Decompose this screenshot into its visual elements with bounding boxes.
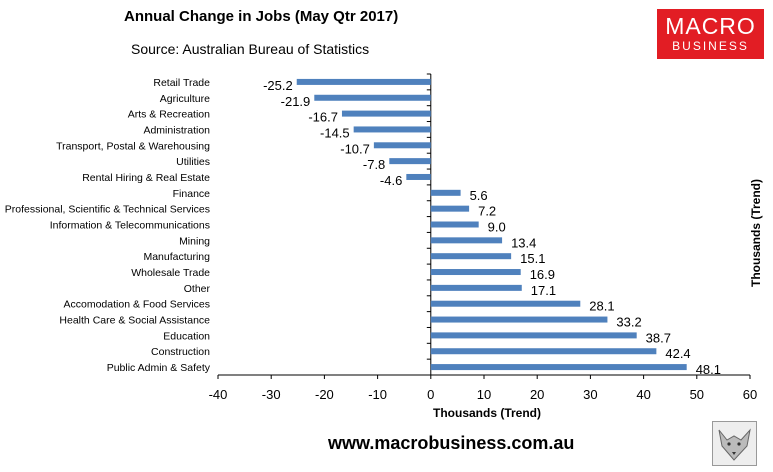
category-label: Retail Trade <box>153 77 210 89</box>
bar <box>430 348 657 355</box>
category-label: Professional, Scientific & Technical Ser… <box>5 204 210 216</box>
category-label: Mining <box>179 235 210 247</box>
category-label: Information & Telecommunications <box>50 220 210 232</box>
x-tick-label: 20 <box>530 387 544 402</box>
value-label: 7.2 <box>478 204 496 219</box>
value-label: -7.8 <box>363 157 385 172</box>
bar <box>430 300 581 307</box>
bar <box>430 316 608 323</box>
value-label: -21.9 <box>281 94 311 109</box>
category-label: Manufacturing <box>143 251 210 263</box>
value-label: 16.9 <box>530 267 555 282</box>
value-label: 42.4 <box>665 346 690 361</box>
x-tick-label: -30 <box>262 387 281 402</box>
value-label: 13.4 <box>511 235 536 250</box>
x-tick-label: -20 <box>315 387 334 402</box>
value-label: 15.1 <box>520 251 545 266</box>
chart-subtitle: Source: Australian Bureau of Statistics <box>131 41 370 57</box>
value-label: 28.1 <box>589 299 614 314</box>
category-label: Public Admin & Safety <box>107 362 211 374</box>
right-axis-label: Thousands (Trend) <box>749 179 763 287</box>
bar <box>430 269 521 276</box>
value-label: 5.6 <box>470 188 488 203</box>
category-label: Construction <box>151 346 210 358</box>
bar <box>430 221 479 228</box>
value-label: -16.7 <box>308 110 338 125</box>
chart-title: Annual Change in Jobs (May Qtr 2017) <box>124 8 399 25</box>
x-tick-label: 40 <box>636 387 650 402</box>
logo-line-1: MACRO <box>665 13 756 39</box>
bar <box>430 364 687 371</box>
category-label: Wholesale Trade <box>131 267 210 279</box>
value-label: -25.2 <box>263 78 293 93</box>
value-label: 9.0 <box>488 220 506 235</box>
x-tick-label: 30 <box>583 387 597 402</box>
category-label: Administration <box>143 124 210 136</box>
value-label: -10.7 <box>340 141 370 156</box>
category-label: Transport, Postal & Warehousing <box>56 140 210 152</box>
bar <box>296 78 431 85</box>
bar <box>430 205 470 212</box>
category-label: Finance <box>173 188 211 200</box>
bar <box>430 253 512 260</box>
x-tick-label: -40 <box>209 387 228 402</box>
website-url[interactable]: www.macrobusiness.com.au <box>328 433 575 453</box>
bar <box>389 158 431 165</box>
bar <box>353 126 431 133</box>
bar <box>406 173 431 180</box>
x-tick-label: 0 <box>427 387 434 402</box>
bar <box>430 332 637 339</box>
value-label: 17.1 <box>531 283 556 298</box>
x-tick-label: 10 <box>477 387 491 402</box>
category-label: Accomodation & Food Services <box>64 299 211 311</box>
value-label: 38.7 <box>646 330 671 345</box>
x-axis-title: Thousands (Trend) <box>433 406 541 420</box>
x-tick-label: 60 <box>743 387 757 402</box>
value-label: 33.2 <box>616 315 641 330</box>
category-label: Rental Hiring & Real Estate <box>82 172 210 184</box>
value-label: 48.1 <box>696 362 721 377</box>
x-tick-label: 50 <box>690 387 704 402</box>
logo-line-2: BUSINESS <box>672 39 749 53</box>
fox-emblem-icon <box>712 421 757 466</box>
x-tick-label: -10 <box>368 387 387 402</box>
category-label: Agriculture <box>160 93 210 105</box>
category-label: Utilities <box>176 156 210 168</box>
category-label: Arts & Recreation <box>128 109 210 121</box>
bar <box>373 142 431 149</box>
category-label: Education <box>163 330 210 342</box>
value-label: -4.6 <box>380 173 402 188</box>
category-label: Health Care & Social Assistance <box>59 315 210 327</box>
value-label: -14.5 <box>320 125 350 140</box>
bar <box>341 110 431 117</box>
category-label: Other <box>184 283 211 295</box>
bar <box>430 237 503 244</box>
bar <box>314 94 431 101</box>
macrobusiness-logo: MACRO BUSINESS <box>657 9 764 59</box>
bar <box>430 284 522 291</box>
bar <box>430 189 461 196</box>
